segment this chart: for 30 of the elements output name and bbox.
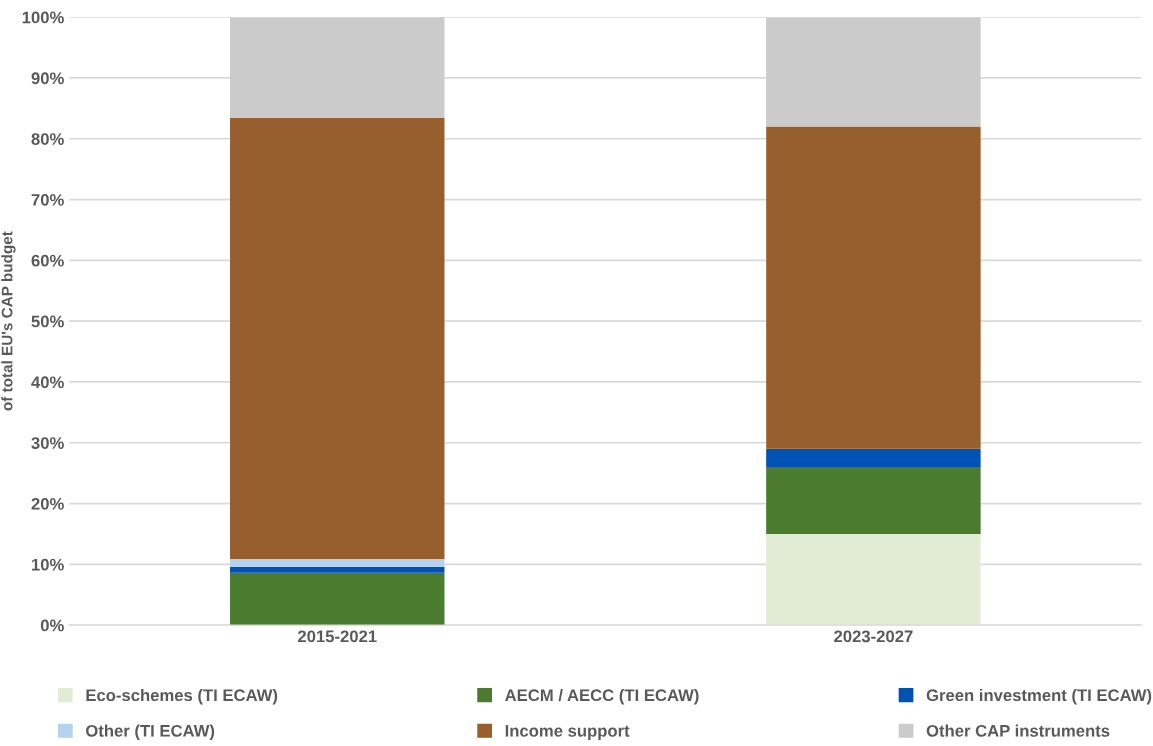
bar	[766, 467, 981, 534]
y-tick-label: 100%	[22, 11, 64, 24]
bar	[230, 566, 445, 573]
legend-label: Other CAP instruments	[926, 724, 1110, 737]
y-tick-label: 40%	[31, 376, 64, 389]
legend-label: Eco-schemes (TI ECAW)	[86, 688, 278, 705]
legend-label: Other (TI ECAW)	[86, 724, 215, 741]
bar	[766, 17, 981, 127]
legend-label: AECM / AECC (TI ECAW)	[505, 688, 699, 705]
y-tick-label: 30%	[31, 437, 64, 449]
y-tick-label: 20%	[31, 497, 64, 510]
bar	[766, 126, 981, 449]
y-tick-label: 50%	[31, 315, 64, 328]
y-axis-title: of total EU's CAP budget	[1, 231, 16, 411]
legend-label: Green investment (TI ECAW)	[926, 688, 1152, 705]
bar	[230, 17, 445, 119]
y-tick-label: 70%	[31, 193, 64, 206]
x-tick-label: 2023-2027	[834, 630, 913, 643]
bar	[230, 118, 445, 559]
y-tick-label: 60%	[31, 254, 64, 267]
y-tick-label: 80%	[31, 133, 64, 145]
bar	[766, 448, 981, 468]
bar	[766, 533, 981, 626]
bar	[230, 572, 445, 626]
y-tick-label: 10%	[32, 558, 64, 571]
x-tick-label: 2015-2021	[297, 630, 377, 643]
legend-label: Income support	[505, 725, 630, 741]
bar	[230, 558, 445, 567]
y-tick-label: 90%	[31, 72, 64, 85]
y-tick-label: 0%	[40, 619, 64, 632]
